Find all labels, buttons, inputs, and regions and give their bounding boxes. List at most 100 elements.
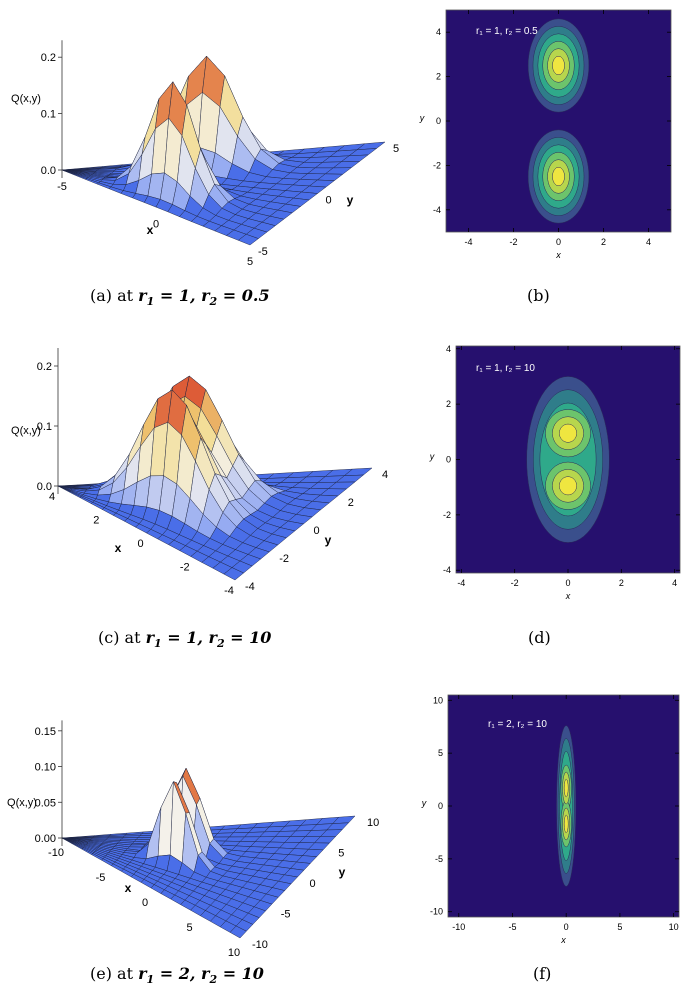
surface-cell [237,234,259,246]
x-tick-label: 2 [601,237,606,247]
z-tick-label: 0.0 [37,481,52,493]
z-tick-label: 0.2 [41,52,56,64]
y-tick-label: -5 [435,854,443,864]
y-axis-label: y [339,865,346,879]
z-tick-label: 0.2 [37,361,52,373]
surface-plot-e-svg: 0.00 0.05 0.10 0.15 Q(x,y) -10 -5 0 5 10 x -10 -5 0 5 1… [7,720,379,959]
plot-annotation: r₁ = 1, r₂ = 10 [476,363,535,374]
y-tick-label: 10 [433,695,443,705]
y-tick-label: 5 [438,748,443,758]
x-tick-label: 4 [49,491,55,503]
y-tick-label: -4 [443,565,451,575]
contour-level-5-0 [563,778,569,798]
y-tick-label: -4 [245,581,255,593]
y-tick-label: 0 [446,455,451,465]
contour-level-5-blob-0 [552,55,565,76]
y-axis-label: y [429,452,435,462]
caption-f-label: (f) [533,964,552,983]
z-axis-label: Q(x,y) [11,425,41,437]
y-tick-label: 0 [438,801,443,811]
y-tick-label: -5 [281,909,291,921]
x-tick-label: -4 [457,578,465,588]
contour-plot-b-svg: -4 -2 0 2 4 -4 -2 0 2 4 x y r₁ = 1, r₂ = 0.5 [419,9,672,260]
contour-plot-d: -4 -2 0 2 4 -4 -2 0 2 4 x y r₁ = 1, r₂ = 10 [410,336,685,614]
x-tick-label: 0 [153,219,159,231]
x-tick-label: 2 [619,578,624,588]
x-tick-label: 2 [93,515,99,527]
surface-plot-c-svg: 0.0 0.1 0.2 Q(x,y) 4 2 0 -2 -4 x -4 -2 0 2 4 y [11,348,388,597]
caption-b-label: (b) [527,286,550,305]
z-tick-label: 0.05 [35,797,56,809]
y-axis-label: y [421,798,427,808]
z-tick-label: 0.00 [35,833,56,845]
surface-plot-c: 0.0 0.1 0.2 Q(x,y) 4 2 0 -2 -4 x -4 -2 0 2 4 y [0,348,410,610]
z-tick-label: 0.1 [37,421,52,433]
x-tick-label: 5 [186,922,192,934]
x-tick-label: -5 [57,181,67,193]
contour-plot-f-svg: -10 -5 0 5 10 -10 -5 0 5 10 x y r₁ = 2, r₂ = 10 [421,694,680,945]
y-tick-label: 5 [393,143,399,155]
x-tick-label: 0 [137,538,143,550]
y-tick-label: 10 [367,817,379,829]
y-tick-label: 2 [436,72,441,82]
y-tick-label: -10 [252,939,268,951]
x-tick-label: 10 [669,922,679,932]
caption-a-prefix: (a) at [90,286,134,305]
surface-plot-a-svg: 0.0 0.1 0.2 Q(x,y) -5 0 5 x -5 0 5 y [11,40,399,268]
contour-plot-b: -4 -2 0 2 4 -4 -2 0 2 4 x y r₁ = 1, r₂ = 0.5 [410,0,685,272]
y-axis-label: y [419,113,425,123]
x-tick-label: 5 [617,922,622,932]
contour-level-5-0 [559,423,577,443]
x-tick-label: -10 [48,847,64,859]
x-tick-label: 0 [556,237,561,247]
x-tick-label: 4 [672,578,677,588]
y-tick-label: 5 [338,848,344,860]
caption-c: (c) at r1 = 1, r2 = 10 [98,628,271,650]
plot-annotation: r₁ = 1, r₂ = 0.5 [476,26,538,37]
y-tick-label: -10 [430,907,443,917]
caption-f: (f) [533,964,551,983]
caption-c-math: r1 = 1, r2 = 10 [145,628,272,651]
y-tick-label: -4 [433,205,441,215]
x-tick-label: 0 [142,897,148,909]
y-tick-label: -2 [279,553,289,565]
plot-annotation: r₁ = 2, r₂ = 10 [488,719,547,730]
y-tick-label: 4 [436,27,441,37]
x-tick-label: -2 [180,562,190,574]
caption-e-prefix: (e) at [90,964,134,983]
x-axis-label: x [555,250,561,260]
x-tick-label: -5 [96,872,106,884]
y-axis-label: y [347,193,354,207]
z-axis-label: Q(x,y) [7,797,37,809]
y-tick-label: -2 [443,510,451,520]
y-tick-label: 0 [436,116,441,126]
y-tick-label: 0 [326,195,332,207]
x-axis-label: x [125,881,132,895]
caption-a: (a) at r1 = 1, r2 = 0.5 [90,286,270,308]
x-tick-label: -5 [508,922,516,932]
y-axis-label: y [325,533,332,547]
x-tick-label: -4 [464,237,472,247]
surface-plot-a: 0.0 0.1 0.2 Q(x,y) -5 0 5 x -5 0 5 y [0,40,410,272]
y-tick-label: 2 [348,497,354,509]
x-tick-label: -4 [224,585,234,597]
z-axis-label: Q(x,y) [11,93,41,105]
contour-level-5-1 [559,476,577,496]
x-axis-label: x [115,541,122,555]
surface-cell [223,567,245,581]
x-tick-label: 4 [646,237,651,247]
caption-b: (b) [527,286,550,305]
contour-level-5-blob-1 [552,166,565,187]
x-axis-label: x [147,223,154,237]
surface-cell [229,925,247,939]
caption-d-label: (d) [528,628,551,647]
x-tick-label: -2 [511,578,519,588]
z-tick-label: 0.1 [41,109,56,121]
y-tick-label: -2 [433,160,441,170]
z-tick-label: 0.10 [35,762,56,774]
caption-e-math: r1 = 2, r2 = 10 [138,964,264,987]
caption-e: (e) at r1 = 2, r2 = 10 [90,964,264,986]
x-tick-label: 5 [247,256,253,268]
contour-level-5-1 [563,814,569,834]
caption-d: (d) [528,628,551,647]
